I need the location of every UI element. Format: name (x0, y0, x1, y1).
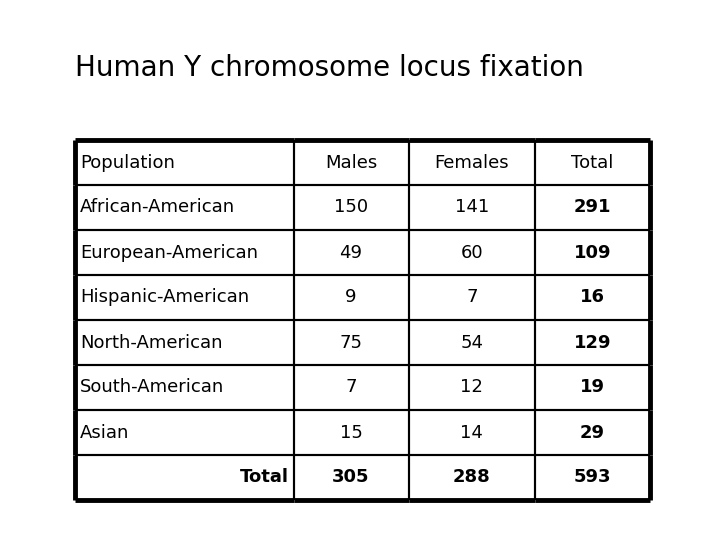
Bar (408, 275, 535, 320)
Bar (75, 320, 294, 365)
Bar (75, 455, 294, 500)
Bar (75, 140, 294, 185)
Text: 129: 129 (574, 334, 611, 352)
Text: 15: 15 (340, 423, 362, 442)
Text: European-American: European-American (80, 244, 258, 261)
Text: 54: 54 (460, 334, 483, 352)
Bar (294, 410, 408, 455)
Bar (408, 230, 535, 275)
Bar (408, 320, 535, 365)
Text: Population: Population (80, 153, 175, 172)
Bar (294, 365, 408, 410)
Bar (75, 275, 294, 320)
Bar (75, 410, 294, 455)
Text: North-American: North-American (80, 334, 222, 352)
Bar (294, 230, 408, 275)
Bar (535, 140, 650, 185)
Bar (294, 140, 408, 185)
Bar (535, 365, 650, 410)
Text: Females: Females (434, 153, 509, 172)
Text: 7: 7 (346, 379, 356, 396)
Text: Total: Total (571, 153, 613, 172)
Text: 288: 288 (453, 469, 490, 487)
Text: 14: 14 (460, 423, 483, 442)
Text: African-American: African-American (80, 199, 235, 217)
Bar (408, 365, 535, 410)
Bar (294, 275, 408, 320)
Text: Human Y chromosome locus fixation: Human Y chromosome locus fixation (75, 54, 584, 82)
Text: Hispanic-American: Hispanic-American (80, 288, 249, 307)
Text: 29: 29 (580, 423, 605, 442)
Bar (535, 410, 650, 455)
Text: 16: 16 (580, 288, 605, 307)
Text: 305: 305 (332, 469, 370, 487)
Bar (294, 185, 408, 230)
Text: 12: 12 (460, 379, 483, 396)
Text: 291: 291 (574, 199, 611, 217)
Text: Asian: Asian (80, 423, 130, 442)
Bar (535, 455, 650, 500)
Bar (75, 185, 294, 230)
Bar (408, 140, 535, 185)
Bar (408, 455, 535, 500)
Text: 60: 60 (460, 244, 483, 261)
Bar (535, 320, 650, 365)
Text: Total: Total (240, 469, 289, 487)
Bar (294, 455, 408, 500)
Text: 109: 109 (574, 244, 611, 261)
Bar (75, 365, 294, 410)
Bar (294, 320, 408, 365)
Text: 150: 150 (334, 199, 368, 217)
Bar (75, 230, 294, 275)
Text: 49: 49 (340, 244, 362, 261)
Text: 593: 593 (574, 469, 611, 487)
Text: 141: 141 (454, 199, 489, 217)
Text: South-American: South-American (80, 379, 224, 396)
Text: 9: 9 (346, 288, 356, 307)
Bar (535, 185, 650, 230)
Bar (535, 275, 650, 320)
Bar (408, 410, 535, 455)
Text: 75: 75 (340, 334, 362, 352)
Bar (408, 185, 535, 230)
Bar (535, 230, 650, 275)
Text: 7: 7 (466, 288, 477, 307)
Text: Males: Males (325, 153, 377, 172)
Text: 19: 19 (580, 379, 605, 396)
